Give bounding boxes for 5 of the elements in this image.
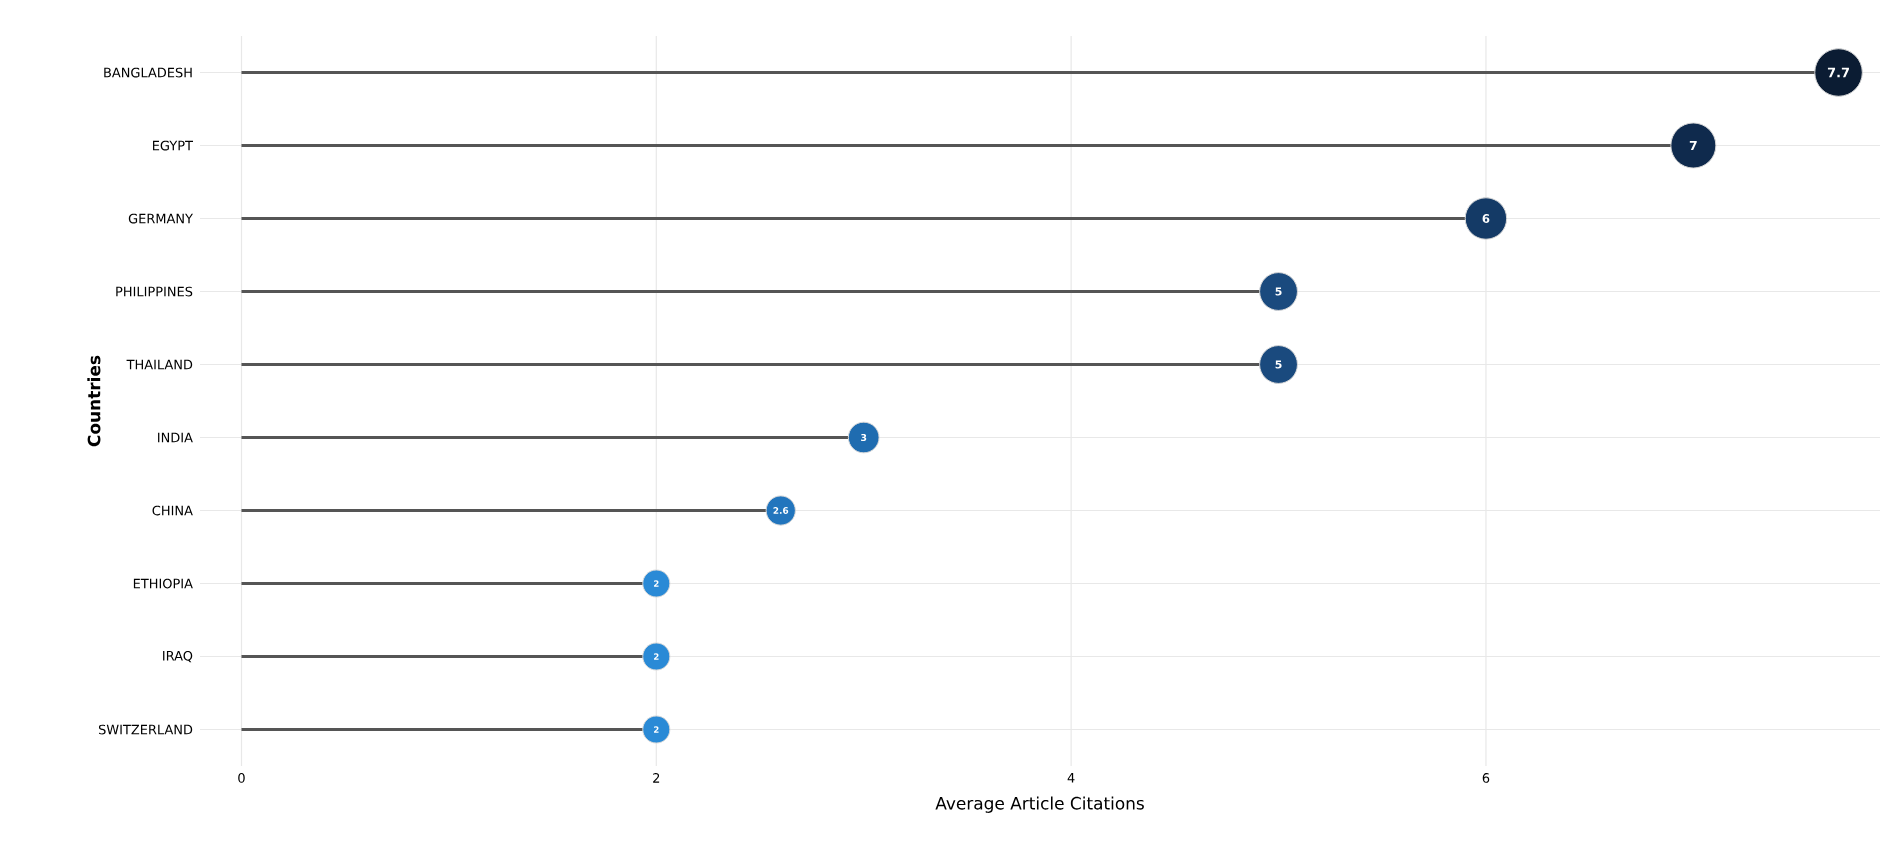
point bbox=[1259, 345, 1298, 384]
x-axis-title: Average Article Citations bbox=[935, 796, 1144, 813]
point bbox=[847, 421, 880, 454]
point bbox=[1259, 272, 1298, 311]
y-axis-title: Countries bbox=[87, 355, 101, 447]
